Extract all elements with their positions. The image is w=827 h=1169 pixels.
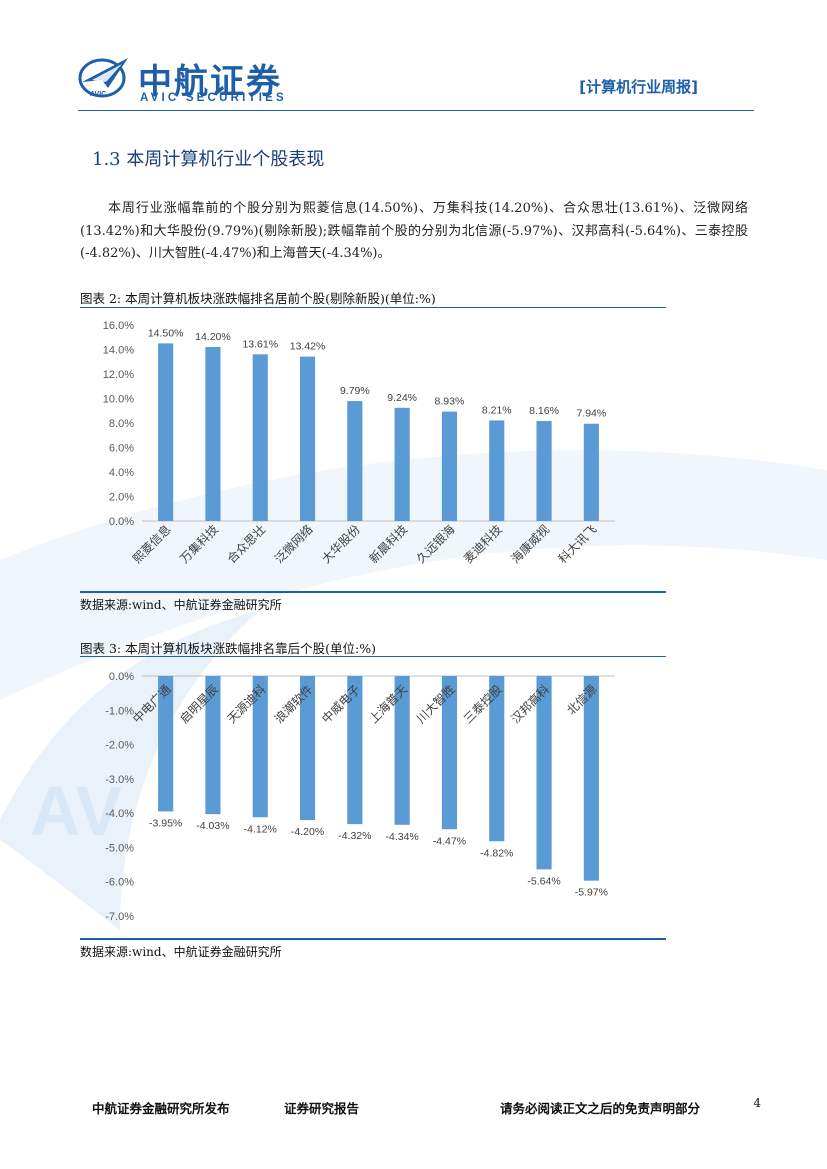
page-header: AVIC 中航证券 AVIC SECURITIES [计算机行业周报] (78, 52, 754, 110)
category-label: 海康威视 (508, 522, 553, 567)
data-label: -4.20% (291, 826, 324, 838)
brand-name-cn: 中航证券 (138, 62, 282, 102)
y-tick-label: -1.0% (105, 705, 134, 717)
figure3-caption: 图表 3: 本周计算机板块涨跌幅排名靠后个股(单位:%) (80, 641, 376, 656)
category-label: 久远银海 (413, 522, 458, 567)
data-label: 8.93% (435, 396, 465, 408)
data-label: 13.61% (242, 338, 278, 350)
bar (489, 676, 505, 842)
bar (299, 356, 316, 521)
bar (394, 407, 410, 521)
bar (158, 676, 174, 812)
section-title: 1.3 本周计算机行业个股表现 (92, 149, 325, 170)
bar (205, 347, 221, 521)
category-label: 麦迪科技 (461, 522, 505, 566)
category-label: 熙菱信息 (129, 522, 174, 567)
y-tick-label: -4.0% (105, 808, 134, 820)
y-tick-label: 6.0% (109, 443, 134, 455)
footer-disclaimer: 请务必阅读正文之后的免责声明部分 (500, 1101, 701, 1116)
figure3-top-rule (80, 656, 666, 657)
data-label: -5.97% (575, 887, 608, 899)
data-label: 14.50% (148, 327, 184, 339)
body-paragraph: 本周行业涨幅靠前的个股分别为熙菱信息(14.50%)、万集科技(14.20%)、… (80, 201, 748, 261)
bar (205, 676, 221, 815)
y-tick-label: -7.0% (105, 911, 134, 923)
data-label: 9.79% (340, 385, 370, 397)
footer-report-kind: 证券研究报告 (284, 1101, 360, 1116)
page-number: 4 (753, 1096, 761, 1110)
bar (158, 343, 174, 521)
y-tick-label: 8.0% (109, 418, 134, 430)
data-label: -3.95% (149, 817, 182, 829)
top-losers-bar-chart: 0.0% -1.0% -2.0% -3.0% -4.0% -5.0% -6.0% -7.0% -… (105, 671, 615, 923)
bar (536, 676, 552, 870)
data-label: 8.16% (529, 405, 559, 417)
y-tick-label: 16.0% (103, 320, 134, 332)
bar (347, 676, 363, 825)
figure2-caption: 图表 2: 本周计算机板块涨跌幅排名居前个股(剔除新股)(单位:%) (80, 291, 436, 306)
footer-publisher: 中航证券金融研究所发布 (92, 1101, 230, 1116)
logo-text: AVIC (90, 91, 106, 98)
y-tick-label: -5.0% (105, 842, 134, 854)
data-label: -4.82% (480, 847, 513, 859)
y-tick-label: 10.0% (103, 394, 134, 406)
report-type-label: [计算机行业周报] (579, 78, 698, 96)
category-label: 科大讯飞 (556, 522, 600, 566)
y-tick-label: 0.0% (109, 671, 134, 683)
bar (347, 401, 363, 521)
y-tick-label: 2.0% (109, 492, 134, 504)
data-label: -4.12% (244, 823, 277, 835)
data-label: 9.24% (387, 392, 417, 404)
category-label: 新晨科技 (366, 522, 411, 567)
bar (489, 420, 505, 521)
data-label: -4.03% (196, 820, 229, 832)
bar (583, 676, 599, 881)
y-tick-label: -6.0% (105, 877, 134, 889)
y-tick-label: 12.0% (103, 369, 134, 381)
data-label: 7.94% (576, 408, 606, 420)
y-tick-label: 4.0% (109, 467, 134, 479)
figure2-top-rule (80, 307, 666, 308)
data-label: -4.32% (338, 830, 371, 842)
category-label: 泛微网络 (271, 522, 316, 567)
top-gainers-bar-chart: 0.0% 2.0% 4.0% 6.0% 8.0% 10.0% 12.0% 14.0% 16.0%… (103, 320, 615, 567)
data-label: 8.21% (482, 404, 512, 416)
data-label: -4.34% (386, 831, 419, 843)
bar (583, 423, 599, 521)
data-label: 14.20% (195, 331, 231, 343)
bar (299, 676, 316, 820)
figure3-bottom-rule (80, 938, 666, 940)
data-label: -5.64% (527, 875, 560, 887)
figure2-bottom-rule (80, 591, 666, 593)
y-tick-label: 0.0% (109, 516, 134, 528)
y-tick-label: 14.0% (103, 345, 134, 357)
y-tick-label: -3.0% (105, 774, 134, 786)
y-tick-label: -2.0% (105, 740, 134, 752)
bar (536, 421, 552, 521)
data-label: 13.42% (290, 341, 326, 353)
avic-logo-icon: AVIC (78, 58, 128, 98)
data-label: -4.47% (433, 835, 466, 847)
brand-name-en: AVIC SECURITIES (140, 92, 287, 104)
bar (394, 676, 410, 825)
category-label: 大华股份 (319, 522, 363, 566)
figure2-source: 数据来源:wind、中航证券金融研究所 (80, 598, 282, 612)
bar (441, 676, 458, 830)
bar (252, 676, 268, 818)
bar (441, 411, 458, 521)
category-label: 万集科技 (177, 522, 222, 567)
header-divider (78, 110, 754, 111)
figure3-source: 数据来源:wind、中航证券金融研究所 (80, 945, 282, 959)
bar (252, 354, 268, 521)
category-label: 合众思壮 (224, 522, 269, 567)
